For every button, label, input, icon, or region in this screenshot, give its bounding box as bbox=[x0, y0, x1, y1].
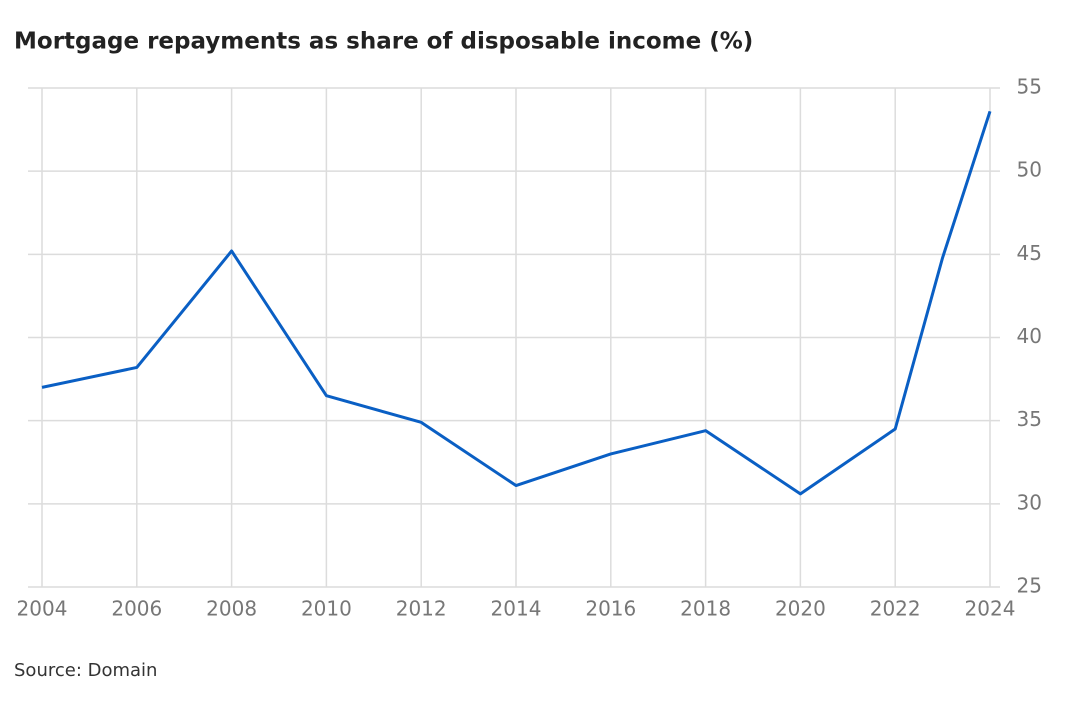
source: Source: Domain bbox=[14, 660, 157, 681]
y-tick-label: 45 bbox=[1017, 241, 1042, 265]
x-tick-label: 2012 bbox=[396, 597, 447, 621]
x-tick-label: 2006 bbox=[111, 597, 162, 621]
x-tick-label: 2008 bbox=[206, 597, 257, 621]
x-tick-label: 2014 bbox=[491, 597, 542, 621]
x-tick-label: 2022 bbox=[870, 597, 921, 621]
y-tick-label: 25 bbox=[1017, 574, 1042, 598]
y-tick-label: 30 bbox=[1017, 490, 1042, 514]
x-tick-label: 2010 bbox=[301, 597, 352, 621]
x-tick-label: 2018 bbox=[680, 597, 731, 621]
y-tick-label: 40 bbox=[1017, 324, 1042, 348]
chart-title: Mortgage repayments as share of disposab… bbox=[14, 29, 753, 55]
x-tick-label: 2020 bbox=[775, 597, 826, 621]
line bbox=[41, 110, 992, 496]
y-tick-label: 50 bbox=[1017, 158, 1042, 182]
x-tick-label: 2004 bbox=[17, 597, 68, 621]
y-tick-label: 55 bbox=[1017, 75, 1042, 99]
x-tick-label: 2016 bbox=[585, 597, 636, 621]
y-tick-label: 35 bbox=[1017, 407, 1042, 431]
x-tick-label: 2024 bbox=[965, 597, 1016, 621]
